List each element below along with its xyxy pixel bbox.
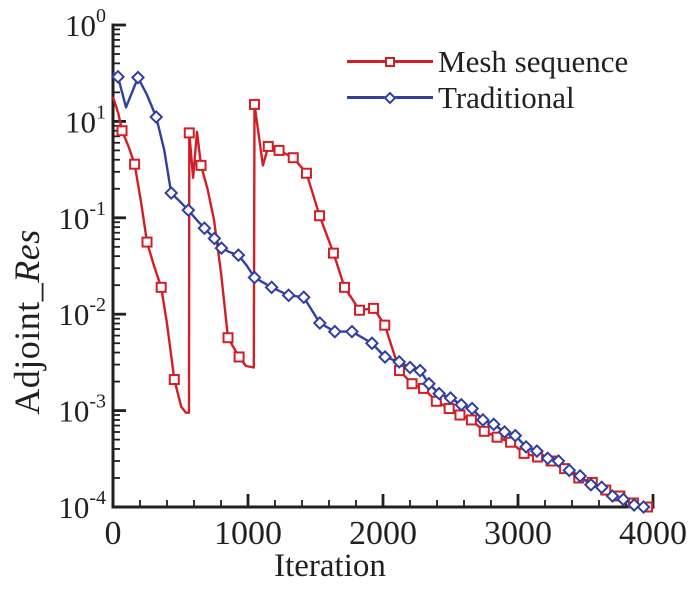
diamond-marker-icon (164, 185, 179, 200)
square-marker-icon (354, 304, 366, 316)
diamond-marker-icon (197, 221, 212, 236)
x-tick-label: 3000 (484, 515, 552, 552)
y-tick-label: 10-2 (58, 294, 106, 332)
diamond-marker-icon (636, 499, 651, 515)
diamond-marker-icon (149, 110, 164, 125)
square-marker-icon (339, 281, 351, 293)
square-marker-icon (406, 378, 418, 390)
diamond-marker-icon (475, 412, 490, 427)
square-marker-icon (465, 414, 477, 426)
x-tick-label: 2000 (349, 515, 417, 552)
square-marker-icon (287, 152, 299, 164)
diamond-marker-icon (364, 336, 379, 351)
y-tick-label: 100 (65, 5, 106, 43)
square-marker-icon (327, 247, 339, 259)
x-tick-label: 1000 (214, 515, 282, 552)
diamond-marker-icon (207, 231, 222, 246)
y-tick-label: 10-1 (58, 198, 106, 236)
diamond-marker-icon (454, 397, 469, 412)
diamond-marker-icon (264, 280, 279, 295)
square-marker-icon (155, 281, 167, 293)
diamond-marker-icon (432, 386, 447, 401)
diamond-marker-icon (383, 91, 397, 104)
legend-entry-traditional: Traditional (347, 82, 575, 113)
diamond-marker-icon (519, 439, 534, 454)
legend-entry-mesh-sequence: Mesh sequence (347, 46, 628, 77)
diamond-marker-icon (247, 270, 262, 285)
diamond-marker-icon (214, 241, 229, 256)
y-axis-title-prefix: Adjoint_ (7, 282, 47, 415)
diamond-marker-icon (529, 444, 544, 459)
square-marker-icon (379, 319, 391, 331)
square-marker-icon (491, 431, 503, 443)
y-axis-title: Adjoint_Res (6, 229, 48, 415)
diamond-marker-icon (583, 477, 598, 492)
diamond-marker-icon (421, 376, 436, 391)
square-marker-icon (478, 425, 490, 437)
diamond-marker-icon (402, 360, 418, 375)
diamond-marker-icon (486, 417, 501, 432)
diamond-marker-icon (344, 324, 359, 339)
square-marker-icon (222, 332, 234, 344)
diamond-marker-icon (130, 70, 145, 85)
legend-sample-red-line (347, 55, 433, 68)
square-marker-icon (273, 144, 285, 156)
square-marker-icon (183, 127, 195, 139)
square-marker-icon (454, 409, 466, 421)
diamond-marker-icon (312, 316, 327, 331)
diamond-marker-icon (465, 401, 480, 416)
diamond-marker-icon (627, 497, 642, 512)
diamond-marker-icon (540, 451, 555, 466)
square-marker-icon (168, 374, 180, 386)
y-tick-label: 101 (65, 101, 106, 139)
square-marker-icon (129, 158, 141, 170)
square-marker-icon (443, 403, 455, 415)
diamond-marker-icon (231, 248, 246, 263)
square-marker-icon (233, 351, 245, 363)
diamond-marker-icon (392, 354, 407, 369)
y-axis-title-italic: Res (7, 229, 47, 283)
square-marker-icon (314, 210, 326, 222)
y-tick-label: 10-4 (58, 487, 106, 525)
diamond-marker-icon (616, 492, 631, 507)
series-line-square (111, 96, 648, 509)
legend-sample-blue-line (347, 91, 433, 104)
diamond-marker-icon (378, 349, 393, 364)
diamond-marker-icon (181, 203, 196, 218)
x-tick-label: 4000 (619, 515, 687, 552)
diamond-marker-icon (413, 363, 428, 378)
square-marker-icon (300, 167, 312, 179)
diamond-marker-icon (508, 428, 523, 443)
diamond-marker-icon (551, 453, 566, 469)
square-marker-icon (116, 125, 128, 137)
diamond-marker-icon (327, 324, 342, 339)
diamond-marker-icon (562, 463, 577, 478)
diamond-marker-icon (296, 290, 311, 305)
x-tick-label: 0 (105, 515, 122, 552)
square-marker-icon (262, 140, 274, 152)
square-marker-icon (368, 302, 380, 314)
diamond-marker-icon (281, 288, 296, 303)
square-marker-icon (195, 159, 207, 171)
x-axis-title: Iteration (274, 548, 386, 584)
y-tick-label: 10-3 (58, 391, 106, 429)
diamond-marker-icon (497, 424, 512, 440)
diamond-marker-icon (110, 69, 126, 84)
square-marker-icon (141, 236, 153, 248)
diamond-marker-icon (605, 489, 620, 504)
diamond-marker-icon (443, 391, 458, 406)
legend-label: Traditional (438, 80, 575, 115)
diamond-marker-icon (594, 480, 609, 495)
diamond-marker-icon (573, 468, 588, 483)
square-marker-icon (385, 56, 395, 67)
legend-label: Mesh sequence (438, 44, 629, 79)
square-marker-icon (248, 98, 260, 110)
